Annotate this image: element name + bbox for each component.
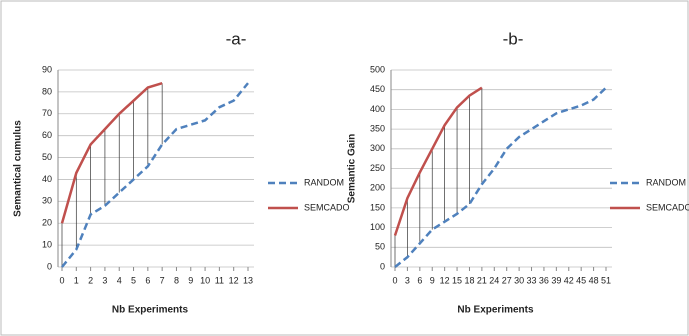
- x-tick-label: 24: [489, 275, 499, 285]
- x-tick-label: 3: [102, 275, 107, 285]
- x-tick-label: 0: [59, 275, 64, 285]
- y-tick-label: 40: [42, 174, 52, 184]
- x-tick-label: 8: [174, 275, 179, 285]
- x-tick-label: 21: [477, 275, 487, 285]
- series-line: [393, 86, 483, 236]
- x-tick-label: 7: [160, 275, 165, 285]
- y-tick-label: 250: [370, 163, 385, 173]
- y-tick-label: 500: [370, 64, 385, 74]
- series-line: [394, 86, 607, 268]
- x-tick-label: 13: [243, 275, 253, 285]
- x-tick-label: 12: [229, 275, 239, 285]
- x-tick-label: 42: [564, 275, 574, 285]
- y-tick-label: 80: [42, 86, 52, 96]
- x-tick-label: 12: [440, 275, 450, 285]
- y-tick-label: 50: [42, 152, 52, 162]
- y-tick-label: 60: [42, 130, 52, 140]
- x-tick-label: 9: [188, 275, 193, 285]
- x-tick-label: 33: [527, 275, 537, 285]
- x-tick-label: 10: [200, 275, 210, 285]
- x-tick-label: 6: [145, 275, 150, 285]
- x-tick-label: 15: [452, 275, 462, 285]
- x-tick-label: 5: [131, 275, 136, 285]
- x-tick-label: 51: [601, 275, 611, 285]
- y-tick-label: 450: [370, 84, 385, 94]
- y-tick-label: 30: [42, 196, 52, 206]
- y-tick-label: 10: [42, 239, 52, 249]
- y-tick-label: 50: [375, 242, 385, 252]
- x-tick-label: 11: [215, 275, 224, 285]
- y-tick-label: 300: [370, 143, 385, 153]
- y-tick-label: 150: [370, 202, 385, 212]
- x-tick-label: 6: [417, 275, 422, 285]
- x-axis-label: Nb Experiments: [112, 305, 189, 316]
- legend-label: RANDOM: [304, 177, 344, 187]
- y-tick-label: 70: [42, 108, 52, 118]
- x-tick-label: 27: [502, 275, 512, 285]
- y-tick-label: 20: [42, 218, 52, 228]
- legend-label: SEMCADO: [646, 202, 689, 212]
- legend-label: RANDOM: [646, 177, 686, 187]
- y-tick-label: 400: [370, 104, 385, 114]
- x-tick-label: 48: [589, 275, 599, 285]
- y-axis-label: Semantic Gain: [347, 134, 358, 203]
- x-tick-label: 0: [392, 275, 397, 285]
- legend-label: SEMCADO: [304, 202, 350, 212]
- x-tick-label: 30: [514, 275, 524, 285]
- y-tick-label: 200: [370, 183, 385, 193]
- x-tick-label: 39: [551, 275, 561, 285]
- series-line: [61, 82, 249, 268]
- y-tick-label: 100: [370, 222, 385, 232]
- y-tick-label: 0: [47, 261, 52, 271]
- x-tick-label: 1: [74, 275, 79, 285]
- x-tick-label: 18: [464, 275, 474, 285]
- chart-title: -a-: [226, 29, 247, 48]
- x-tick-label: 45: [576, 275, 586, 285]
- x-tick-label: 4: [117, 275, 122, 285]
- y-tick-label: 350: [370, 123, 385, 133]
- chart-title: -b-: [503, 29, 524, 48]
- x-tick-label: 36: [539, 275, 549, 285]
- x-tick-label: 2: [88, 275, 93, 285]
- x-tick-label: 9: [430, 275, 435, 285]
- y-tick-label: 90: [42, 64, 52, 74]
- y-tick-label: 0: [380, 261, 385, 271]
- y-axis-label: Semantical cumulus: [13, 120, 24, 217]
- series-line: [60, 81, 163, 224]
- x-axis-label: Nb Experiments: [457, 305, 534, 316]
- x-tick-label: 3: [405, 275, 410, 285]
